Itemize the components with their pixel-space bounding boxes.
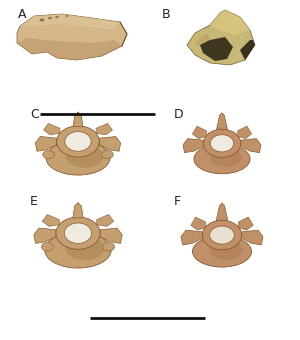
Text: D: D bbox=[174, 108, 184, 121]
Polygon shape bbox=[210, 10, 250, 35]
Text: B: B bbox=[162, 8, 171, 21]
Polygon shape bbox=[73, 112, 83, 127]
Ellipse shape bbox=[193, 236, 251, 267]
Polygon shape bbox=[216, 203, 228, 220]
Ellipse shape bbox=[64, 223, 92, 243]
Polygon shape bbox=[183, 139, 203, 153]
Ellipse shape bbox=[65, 15, 68, 17]
Text: F: F bbox=[174, 195, 181, 208]
Polygon shape bbox=[238, 126, 252, 139]
Polygon shape bbox=[195, 33, 210, 47]
Polygon shape bbox=[99, 137, 121, 151]
Polygon shape bbox=[200, 37, 233, 61]
Polygon shape bbox=[35, 137, 57, 151]
Text: E: E bbox=[30, 195, 38, 208]
Polygon shape bbox=[241, 139, 261, 153]
Ellipse shape bbox=[40, 18, 44, 21]
Ellipse shape bbox=[66, 237, 104, 260]
Polygon shape bbox=[96, 123, 112, 135]
Polygon shape bbox=[187, 10, 255, 65]
Polygon shape bbox=[238, 217, 253, 230]
Polygon shape bbox=[242, 230, 263, 245]
Polygon shape bbox=[73, 203, 83, 218]
Ellipse shape bbox=[55, 16, 59, 18]
Text: C: C bbox=[30, 108, 39, 121]
Ellipse shape bbox=[56, 217, 100, 249]
Ellipse shape bbox=[65, 132, 91, 151]
Ellipse shape bbox=[48, 17, 52, 19]
Polygon shape bbox=[44, 123, 60, 135]
Ellipse shape bbox=[41, 242, 53, 251]
Polygon shape bbox=[34, 228, 56, 243]
Ellipse shape bbox=[57, 126, 99, 157]
Ellipse shape bbox=[210, 135, 234, 152]
Polygon shape bbox=[20, 14, 120, 30]
Text: A: A bbox=[18, 8, 26, 21]
Polygon shape bbox=[97, 215, 114, 226]
Polygon shape bbox=[181, 230, 202, 245]
Ellipse shape bbox=[46, 141, 110, 175]
Polygon shape bbox=[100, 228, 122, 243]
Polygon shape bbox=[17, 14, 127, 60]
Ellipse shape bbox=[102, 151, 113, 159]
Ellipse shape bbox=[210, 226, 234, 244]
Ellipse shape bbox=[202, 220, 242, 250]
Polygon shape bbox=[42, 215, 59, 226]
Ellipse shape bbox=[45, 232, 111, 268]
Ellipse shape bbox=[203, 129, 241, 157]
Ellipse shape bbox=[43, 151, 54, 159]
Polygon shape bbox=[192, 126, 206, 139]
Ellipse shape bbox=[210, 240, 242, 260]
Polygon shape bbox=[191, 217, 206, 230]
Ellipse shape bbox=[103, 242, 115, 251]
Polygon shape bbox=[217, 113, 227, 129]
Ellipse shape bbox=[66, 145, 103, 168]
Polygon shape bbox=[240, 40, 255, 60]
Polygon shape bbox=[17, 38, 122, 60]
Ellipse shape bbox=[210, 148, 242, 167]
Ellipse shape bbox=[194, 144, 250, 174]
